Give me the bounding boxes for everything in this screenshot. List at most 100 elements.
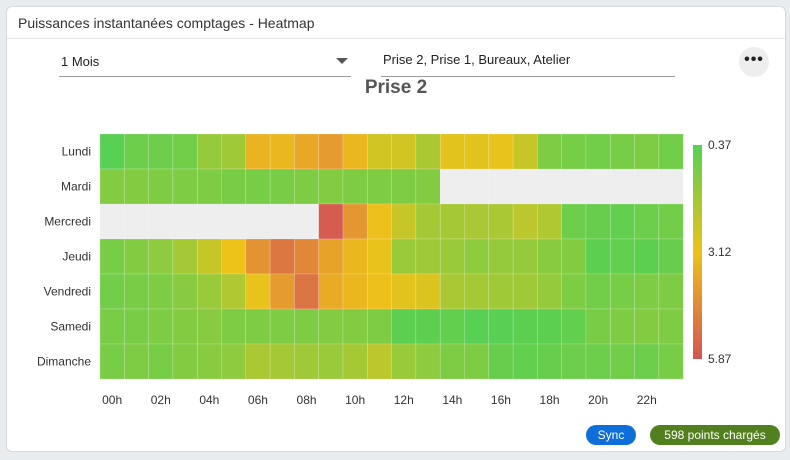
heatmap-cell[interactable] — [148, 204, 173, 239]
heatmap-cell[interactable] — [294, 204, 319, 239]
heatmap-cell[interactable] — [148, 133, 174, 170]
heatmap-cell[interactable] — [342, 343, 368, 380]
heatmap-cell[interactable] — [488, 238, 514, 275]
heatmap-cell[interactable] — [488, 343, 514, 380]
heatmap-cell[interactable] — [415, 238, 441, 275]
heatmap-cell[interactable] — [537, 273, 562, 310]
heatmap-cell[interactable] — [561, 169, 586, 204]
heatmap-cell[interactable] — [270, 204, 295, 239]
heatmap-cell[interactable] — [537, 133, 562, 170]
heatmap-cell[interactable] — [269, 168, 295, 205]
heatmap-cell[interactable] — [196, 343, 222, 380]
heatmap-cell[interactable] — [221, 133, 247, 170]
heatmap-cell[interactable] — [196, 308, 222, 345]
heatmap-cell[interactable] — [537, 169, 562, 204]
heatmap-cell[interactable] — [488, 273, 514, 310]
heatmap-cell[interactable] — [464, 133, 490, 170]
heatmap-cell[interactable] — [561, 238, 587, 275]
heatmap-cell[interactable] — [488, 203, 514, 240]
heatmap-cell[interactable] — [634, 238, 660, 275]
heatmap-cell[interactable] — [464, 203, 490, 240]
heatmap-cell[interactable] — [269, 133, 295, 170]
heatmap-cell[interactable] — [318, 343, 344, 380]
heatmap-cell[interactable] — [172, 308, 198, 345]
heatmap-cell[interactable] — [245, 343, 271, 380]
heatmap-cell[interactable] — [245, 238, 271, 275]
heatmap-cell[interactable] — [124, 168, 149, 205]
heatmap-cell[interactable] — [537, 238, 562, 275]
heatmap-cell[interactable] — [148, 273, 174, 310]
heatmap-cell[interactable] — [99, 168, 125, 205]
heatmap-cell[interactable] — [172, 273, 198, 310]
heatmap-cell[interactable] — [100, 204, 125, 239]
heatmap-cell[interactable] — [172, 204, 198, 239]
heatmap-cell[interactable] — [488, 169, 514, 204]
heatmap-cell[interactable] — [610, 133, 635, 170]
heatmap-cell[interactable] — [221, 308, 247, 345]
heatmap-cell[interactable] — [99, 308, 125, 345]
heatmap-cell[interactable] — [99, 273, 125, 310]
heatmap-cell[interactable] — [391, 343, 417, 380]
heatmap-cell[interactable] — [197, 204, 222, 239]
heatmap-cell[interactable] — [610, 203, 635, 240]
heatmap-cell[interactable] — [391, 238, 417, 275]
heatmap-cell[interactable] — [391, 168, 417, 205]
heatmap-cell[interactable] — [367, 308, 392, 345]
meters-select[interactable]: Prise 2, Prise 1, Bureaux, Atelier — [381, 44, 675, 77]
heatmap-cell[interactable] — [415, 133, 441, 170]
heatmap-cell[interactable] — [269, 273, 295, 310]
heatmap-cell[interactable] — [537, 343, 562, 380]
heatmap-cell[interactable] — [586, 169, 611, 204]
heatmap-cell[interactable] — [634, 343, 660, 380]
heatmap-cell[interactable] — [610, 169, 635, 204]
heatmap-cell[interactable] — [658, 238, 684, 275]
heatmap-cell[interactable] — [124, 308, 149, 345]
heatmap-cell[interactable] — [585, 203, 611, 240]
heatmap-cell[interactable] — [634, 169, 659, 204]
heatmap-cell[interactable] — [537, 203, 562, 240]
heatmap-cell[interactable] — [512, 308, 538, 345]
heatmap-cell[interactable] — [610, 238, 635, 275]
heatmap-cell[interactable] — [99, 343, 125, 380]
heatmap-cell[interactable] — [561, 273, 587, 310]
heatmap-cell[interactable] — [172, 133, 198, 170]
heatmap-cell[interactable] — [658, 133, 684, 170]
heatmap-cell[interactable] — [464, 273, 490, 310]
heatmap-cell[interactable] — [634, 308, 660, 345]
heatmap-cell[interactable] — [439, 203, 465, 240]
heatmap-cell[interactable] — [585, 133, 611, 170]
heatmap-cell[interactable] — [439, 133, 465, 170]
heatmap-cell[interactable] — [124, 273, 149, 310]
heatmap-cell[interactable] — [124, 238, 149, 275]
heatmap-cell[interactable] — [585, 343, 611, 380]
heatmap-cell[interactable] — [269, 343, 295, 380]
heatmap-cell[interactable] — [512, 273, 538, 310]
heatmap-cell[interactable] — [415, 273, 441, 310]
heatmap-cell[interactable] — [610, 343, 635, 380]
heatmap-cell[interactable] — [367, 168, 392, 205]
heatmap-cell[interactable] — [318, 238, 344, 275]
heatmap-cell[interactable] — [367, 203, 392, 240]
heatmap-cell[interactable] — [439, 273, 465, 310]
heatmap-cell[interactable] — [99, 238, 125, 275]
heatmap-cell[interactable] — [464, 169, 489, 204]
heatmap-cell[interactable] — [318, 273, 344, 310]
heatmap-cell[interactable] — [318, 203, 344, 240]
period-select[interactable]: 1 Mois — [59, 44, 351, 77]
heatmap-cell[interactable] — [221, 273, 247, 310]
heatmap-cell[interactable] — [294, 133, 319, 170]
heatmap-cell[interactable] — [245, 168, 271, 205]
heatmap-cell[interactable] — [196, 273, 222, 310]
heatmap-cell[interactable] — [148, 343, 174, 380]
heatmap-cell[interactable] — [634, 273, 660, 310]
heatmap-cell[interactable] — [245, 308, 271, 345]
heatmap-cell[interactable] — [221, 238, 247, 275]
heatmap-cell[interactable] — [221, 343, 247, 380]
sync-badge[interactable]: Sync — [586, 425, 636, 445]
heatmap-cell[interactable] — [172, 168, 198, 205]
heatmap-cell[interactable] — [342, 238, 368, 275]
heatmap-cell[interactable] — [99, 133, 125, 170]
heatmap-cell[interactable] — [439, 238, 465, 275]
heatmap-cell[interactable] — [245, 204, 271, 239]
heatmap-cell[interactable] — [148, 168, 174, 205]
